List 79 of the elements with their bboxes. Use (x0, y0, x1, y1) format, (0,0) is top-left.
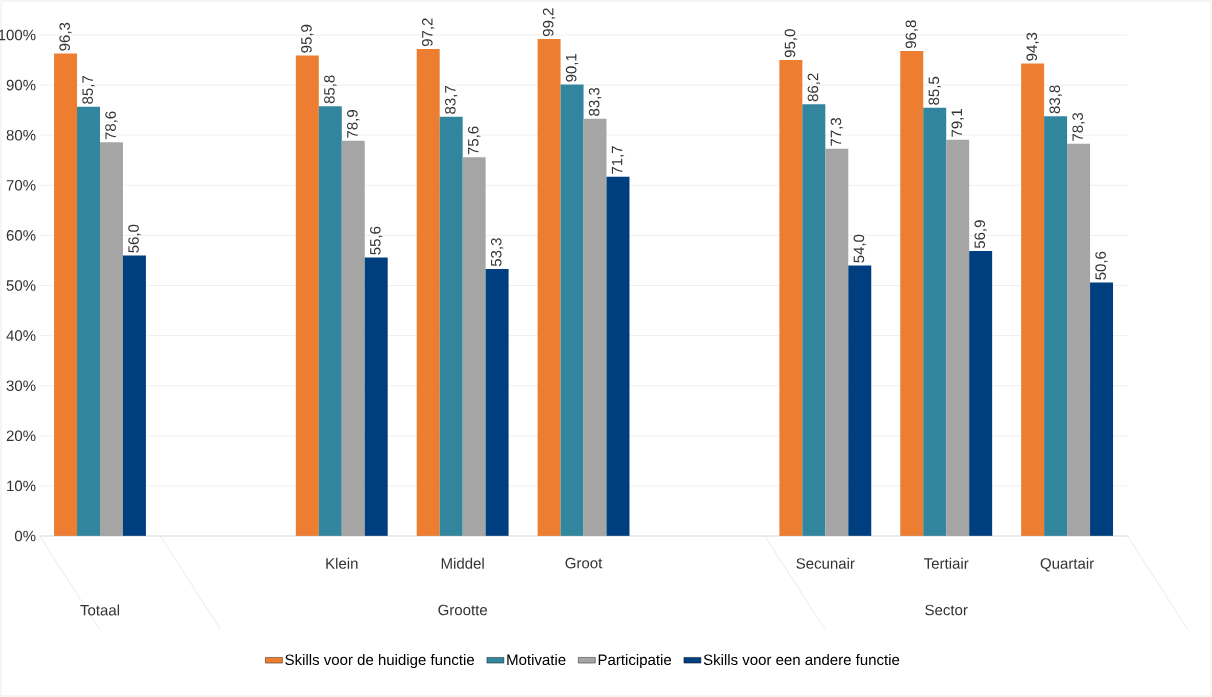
y-tick-label: 20% (6, 430, 36, 442)
bar (341, 140, 365, 536)
y-tick-label: 10% (7, 480, 36, 492)
bar (923, 107, 947, 536)
y-tick-label: 0% (14, 530, 36, 542)
bar (1090, 282, 1114, 536)
bar (900, 51, 924, 536)
bar (1067, 143, 1091, 536)
bar (848, 265, 872, 536)
y-tick-label: 80% (6, 129, 36, 141)
x-tick-label: Quartair (1040, 557, 1094, 572)
data-label: 79,1 (951, 109, 964, 137)
y-tick-label: 50% (6, 280, 36, 291)
data-label: 83,3 (588, 87, 602, 116)
data-label: 85,7 (82, 75, 95, 104)
bar (416, 49, 440, 536)
bar (583, 118, 607, 536)
data-label: 95,0 (784, 29, 798, 58)
legend-label: Skills voor een andere functie (703, 654, 900, 666)
bar (439, 116, 463, 536)
bar (100, 142, 123, 536)
bar (560, 84, 584, 536)
data-label: 71,7 (611, 146, 625, 174)
data-label: 56,9 (974, 220, 987, 249)
data-label: 55,6 (370, 226, 383, 255)
bar (946, 139, 970, 536)
data-label: 96,3 (59, 22, 72, 51)
text: Grootte (438, 604, 487, 616)
data-label: 53,3 (490, 238, 504, 267)
bar (462, 157, 486, 536)
bar (537, 39, 561, 536)
text: Totaal (80, 604, 120, 616)
data-label: 56,0 (128, 224, 141, 253)
data-label: 78,3 (1072, 112, 1085, 141)
bar (54, 53, 78, 536)
bar (77, 106, 100, 536)
y-tick-label: 30% (6, 380, 36, 391)
data-label: 97,2 (422, 18, 435, 47)
data-label: 95,9 (301, 24, 314, 53)
bar (1044, 116, 1068, 536)
x-tick-label: Groot (565, 557, 603, 569)
data-label: 75,6 (467, 126, 481, 155)
x-tick-label: Klein (326, 557, 358, 569)
x-tick-label: Secunair (796, 557, 855, 569)
data-label: 94,3 (1026, 32, 1039, 61)
y-tick-label: 90% (6, 79, 36, 91)
bar (485, 268, 509, 536)
data-label: 78,6 (105, 111, 118, 140)
data-label: 77,3 (830, 117, 843, 146)
data-label: 96,8 (905, 20, 918, 49)
bar (969, 250, 993, 536)
legend-label: Motivatie (507, 654, 566, 666)
bar (318, 106, 342, 536)
data-label: 83,7 (444, 86, 458, 114)
text: Sector (925, 604, 968, 616)
bar (122, 255, 146, 536)
bar (364, 257, 388, 536)
bar (779, 60, 803, 536)
y-tick-label: 70% (6, 179, 36, 191)
y-tick-label: 60% (6, 230, 36, 241)
data-label: 54,0 (853, 234, 866, 263)
data-label: 50,6 (1095, 251, 1108, 280)
x-tick-label: Tertiair (924, 557, 969, 569)
data-label: 99,2 (542, 8, 556, 37)
data-label: 86,2 (807, 73, 821, 102)
data-label: 90,1 (565, 53, 579, 82)
data-label: 83,8 (1049, 85, 1062, 114)
bar (1021, 63, 1045, 536)
x-tick-label: Middel (441, 557, 484, 569)
bar (802, 104, 826, 536)
bar (825, 148, 849, 536)
legend-label: Participatie (598, 654, 672, 669)
bar (606, 176, 630, 536)
y-tick-label: 40% (6, 330, 36, 341)
data-label: 85,5 (928, 76, 941, 105)
data-label: 85,8 (324, 75, 337, 104)
legend-label: Skills voor de huidige functie (285, 654, 474, 669)
data-label: 78,9 (347, 110, 360, 138)
bar (295, 55, 319, 536)
